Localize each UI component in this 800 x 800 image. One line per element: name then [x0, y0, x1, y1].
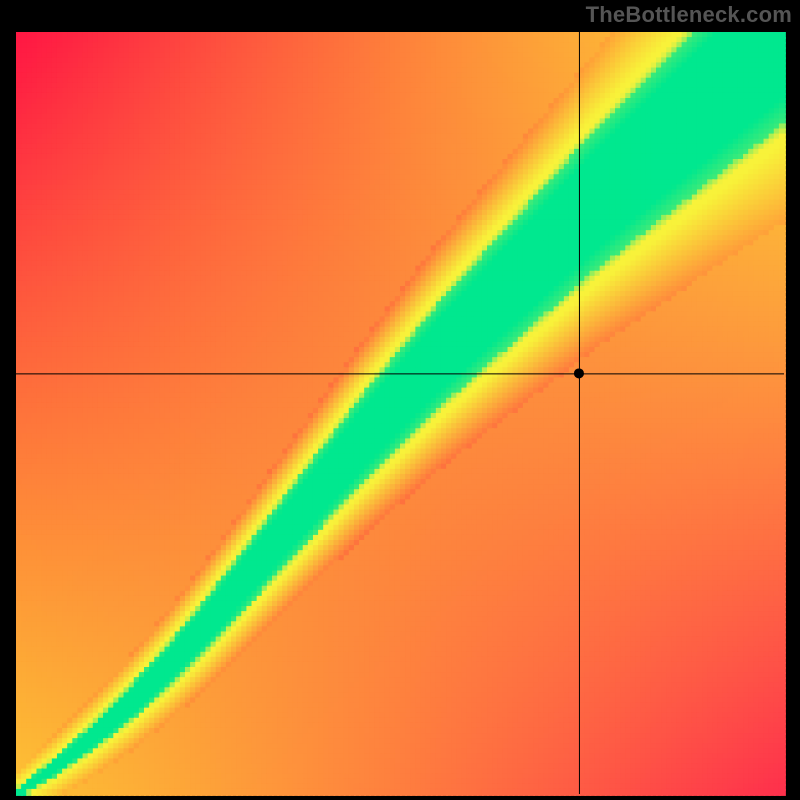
watermark-label: TheBottleneck.com [586, 2, 792, 28]
chart-container: TheBottleneck.com [0, 0, 800, 800]
heatmap-canvas [0, 0, 800, 800]
